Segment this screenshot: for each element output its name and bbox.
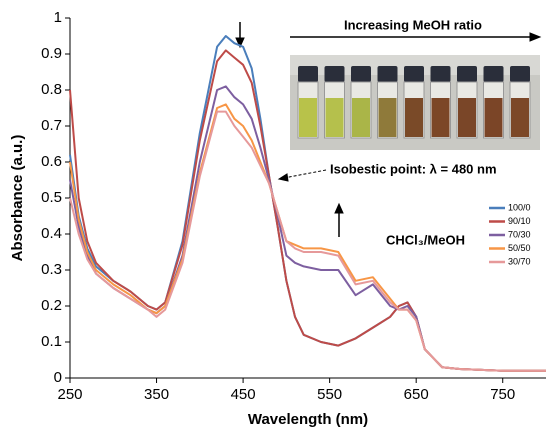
x-tick-label: 650 xyxy=(404,386,429,403)
y-tick-label: 0.2 xyxy=(41,297,62,314)
x-axis-label: Wavelength (nm) xyxy=(248,411,368,428)
vial-cap xyxy=(377,66,398,82)
vial-liquid xyxy=(431,98,450,137)
vial-cap xyxy=(510,66,530,82)
y-tick-label: 1 xyxy=(54,9,62,26)
vial-cap xyxy=(298,66,318,82)
annotation-arrows xyxy=(235,22,542,237)
vial-liquid xyxy=(511,98,529,137)
vial-cap xyxy=(457,66,477,82)
vial-cap xyxy=(483,66,504,82)
x-tick-label: 450 xyxy=(231,386,256,403)
legend-label: 100/0 xyxy=(508,202,531,212)
y-tick-label: 0.1 xyxy=(41,333,62,350)
vial-cap xyxy=(324,66,345,82)
x-tick-label: 750 xyxy=(490,386,515,403)
y-tick-label: 0.7 xyxy=(41,117,62,134)
annotation: Isobestic point: λ = 480 nm xyxy=(330,161,497,176)
y-tick-label: 0.9 xyxy=(41,45,62,62)
legend-label: 30/70 xyxy=(508,256,531,266)
y-tick-label: 0.8 xyxy=(41,81,62,98)
x-tick-label: 550 xyxy=(317,386,342,403)
vial-liquid xyxy=(405,98,423,137)
vial-liquid xyxy=(325,98,344,137)
x-tick-label: 250 xyxy=(57,386,82,403)
vial-liquid xyxy=(299,98,317,137)
vial-cap xyxy=(351,66,371,82)
x-tick-label: 350 xyxy=(144,386,169,403)
y-tick-label: 0.4 xyxy=(41,225,62,242)
annotation: Increasing MeOH ratio xyxy=(344,17,482,32)
vial-liquid xyxy=(484,98,503,137)
series-line xyxy=(69,110,546,372)
legend-label: 70/30 xyxy=(508,229,531,239)
vial-liquid xyxy=(378,98,397,137)
legend-title: CHCl₃/MeOH xyxy=(386,232,465,247)
vial-liquid xyxy=(352,98,370,137)
vial-cap xyxy=(404,66,424,82)
y-tick-label: 0 xyxy=(54,369,62,386)
y-tick-label: 0.3 xyxy=(41,261,62,278)
y-tick-label: 0.6 xyxy=(41,153,62,170)
vial-cap xyxy=(430,66,451,82)
legend-label: 50/50 xyxy=(508,243,531,253)
y-axis-label: Absorbance (a.u.) xyxy=(9,135,26,262)
legend-label: 90/10 xyxy=(508,216,531,226)
vial-liquid xyxy=(458,98,476,137)
y-tick-label: 0.5 xyxy=(41,189,62,206)
